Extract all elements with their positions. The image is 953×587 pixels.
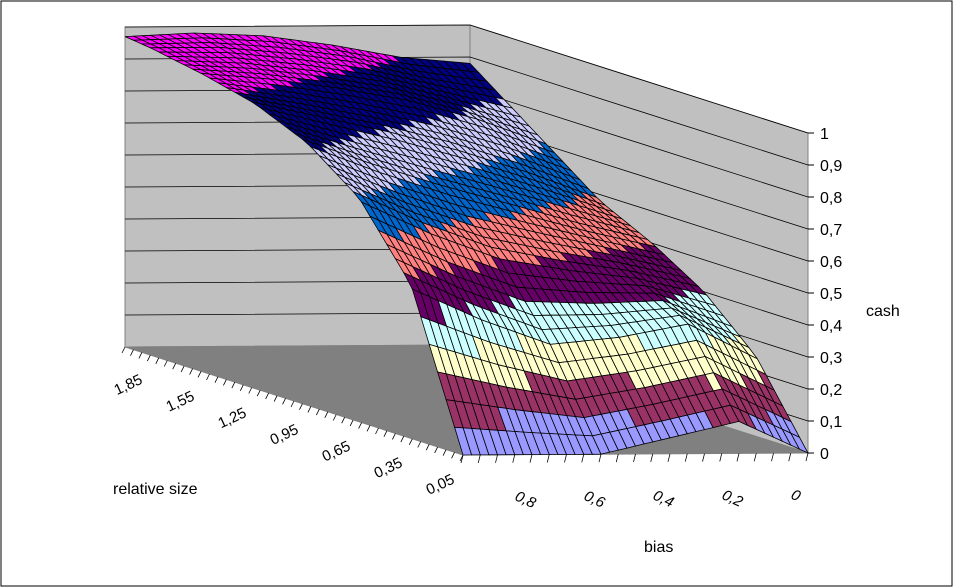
y-tick-mark — [121, 346, 126, 354]
y-tick-mark — [434, 446, 439, 454]
x-tick-mark — [805, 452, 809, 462]
y-tick-mark — [324, 411, 329, 418]
y-tick-mark — [358, 422, 362, 429]
y-tick-mark — [197, 371, 202, 378]
y-tick-mark — [223, 379, 227, 386]
x-axis-title: bias — [644, 539, 673, 556]
x-tick-mark — [788, 453, 792, 462]
x-tick-mark — [477, 454, 481, 463]
z-tick-label: 0,8 — [820, 190, 842, 207]
x-tick-mark — [736, 453, 740, 462]
x-tick-mark — [529, 454, 533, 463]
y-tick-mark — [315, 408, 320, 416]
z-tick-label: 0,7 — [820, 222, 842, 239]
x-tick-mark — [546, 454, 550, 463]
z-tick-label: 0,9 — [820, 158, 842, 175]
surface-mesh — [124, 32, 809, 456]
y-tick-mark — [130, 349, 134, 356]
y-tick-mark — [231, 381, 236, 389]
y-tick-mark — [206, 373, 210, 381]
x-tick-mark — [771, 453, 774, 462]
y-tick-mark — [349, 419, 354, 427]
y-tick-mark — [392, 433, 396, 440]
y-tick-mark — [341, 417, 346, 424]
z-tick-label: 0,2 — [820, 382, 842, 399]
y-tick-mark — [290, 400, 295, 408]
y-tick-mark — [239, 384, 244, 391]
y-tick-mark — [332, 414, 337, 421]
y-tick-mark — [273, 395, 278, 402]
z-tick-label: 0,6 — [820, 254, 842, 271]
y-tick-mark — [400, 435, 405, 443]
y-tick-mark — [375, 427, 379, 435]
x-tick-mark — [512, 454, 516, 463]
y-tick-mark — [172, 363, 177, 370]
y-tick-mark — [163, 360, 168, 367]
y-tick-mark — [146, 354, 151, 362]
y-axis-title: relative size — [113, 481, 198, 498]
y-tick-mark — [408, 438, 413, 445]
z-axis-title: cash — [866, 303, 900, 320]
y-tick-mark — [282, 398, 286, 405]
y-tick-mark — [451, 452, 455, 459]
x-tick-mark — [633, 453, 636, 463]
z-tick-label: 0,1 — [820, 414, 842, 431]
x-tick-mark — [667, 453, 671, 462]
x-tick-mark — [564, 454, 567, 463]
x-tick-mark — [753, 453, 757, 462]
z-tick-label: 0,5 — [820, 286, 842, 303]
y-tick-mark — [265, 392, 270, 400]
z-tick-label: 0 — [820, 446, 829, 463]
y-tick-mark — [138, 352, 143, 359]
y-tick-mark — [180, 365, 185, 373]
y-tick-mark — [383, 430, 388, 437]
x-tick-mark — [684, 453, 688, 462]
x-tick-mark — [495, 454, 498, 463]
y-tick-mark — [214, 376, 219, 383]
z-tick-label: 1 — [820, 126, 829, 143]
y-tick-mark — [189, 368, 193, 375]
x-tick-mark — [615, 454, 619, 463]
x-tick-mark — [702, 453, 705, 462]
z-tick-label: 0,3 — [820, 350, 842, 367]
y-tick-mark — [299, 403, 303, 410]
y-tick-mark — [425, 444, 430, 451]
y-tick-mark — [442, 449, 447, 456]
y-tick-mark — [155, 357, 160, 364]
x-tick-mark — [581, 454, 585, 463]
y-tick-mark — [366, 425, 371, 432]
y-tick-mark — [417, 441, 422, 448]
x-tick-mark — [719, 453, 723, 462]
z-tick-label: 0,4 — [820, 318, 842, 335]
x-tick-mark — [598, 454, 602, 463]
gridline — [124, 24, 809, 134]
z-axis-ticks: 0 0,1 0,2 0,3 0,4 0,5 0,6 0,7 0,8 0,9 1 — [808, 126, 842, 463]
y-tick-mark — [256, 390, 261, 397]
x-tick-mark — [460, 454, 464, 464]
x-tick-mark — [650, 453, 654, 462]
y-tick-mark — [248, 387, 253, 394]
y-tick-mark — [307, 406, 312, 413]
